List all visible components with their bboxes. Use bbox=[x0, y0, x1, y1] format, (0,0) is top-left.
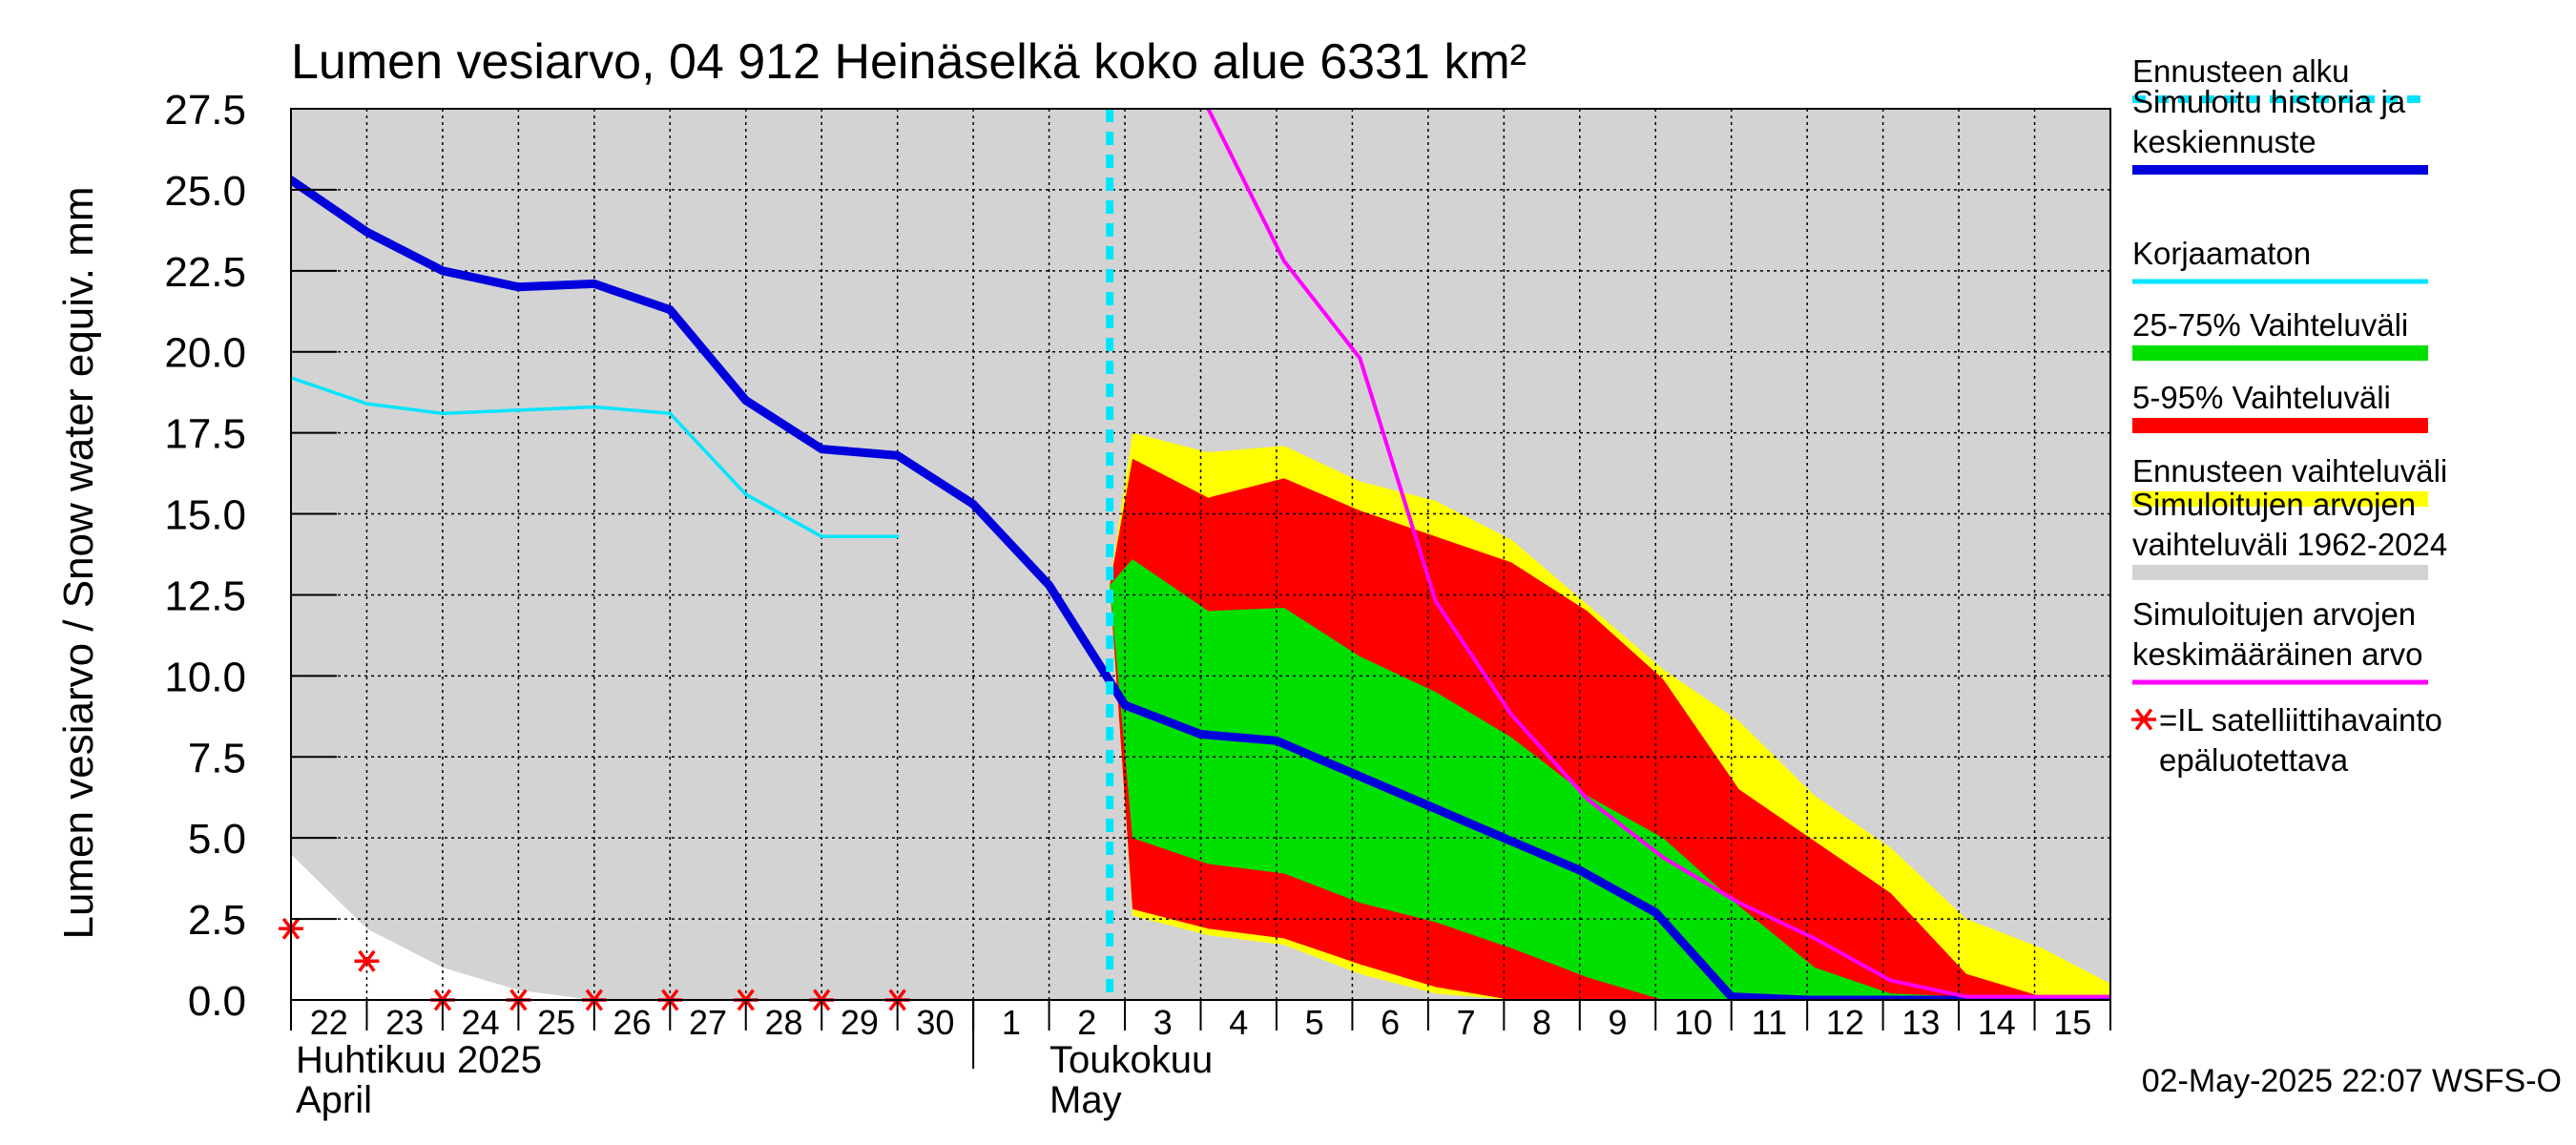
legend-item: =IL satelliittihavainto epäluotettava bbox=[2131, 702, 2442, 778]
legend-label: epäluotettava bbox=[2159, 742, 2349, 778]
legend-star-icon bbox=[2131, 708, 2156, 731]
month-label-april-en: April bbox=[296, 1079, 372, 1121]
series-line-2 bbox=[291, 376, 900, 539]
footer-timestamp: 02-May-2025 22:07 WSFS-O bbox=[2142, 1063, 2562, 1099]
y-tick-label: 10.0 bbox=[164, 654, 246, 700]
y-tick-label: 17.5 bbox=[164, 411, 246, 458]
x-tick-label: 26 bbox=[613, 1003, 652, 1042]
legend-label: Korjaamaton bbox=[2132, 236, 2311, 271]
y-axis-label: Lumen vesiarvo / Snow water equiv. mm bbox=[55, 186, 102, 939]
x-tick-labels: 22 23 24 25 26 27 28 29 30 1 2 3 4 5 6 7 8 9 10 11 12 13 14 15 bbox=[290, 1000, 2111, 1069]
legend-label: Simuloitujen arvojen bbox=[2132, 487, 2416, 522]
satellite-point bbox=[354, 949, 380, 972]
y-tick-label: 5.0 bbox=[188, 816, 246, 863]
y-tick-label: 22.5 bbox=[164, 249, 246, 296]
y-tick-label: 20.0 bbox=[164, 330, 246, 377]
x-tick-label: 14 bbox=[1978, 1003, 2016, 1042]
x-tick-label: 7 bbox=[1457, 1003, 1476, 1042]
y-tick-label: 2.5 bbox=[188, 897, 246, 944]
y-tick-label: 0.0 bbox=[188, 978, 246, 1025]
series-line-1 bbox=[291, 176, 2110, 1000]
legend-swatch bbox=[2132, 491, 2428, 507]
x-tick-label: 5 bbox=[1305, 1003, 1324, 1042]
legend-label: 5-95% Vaihteluväli bbox=[2132, 380, 2391, 415]
x-tick-label: 1 bbox=[1002, 1003, 1021, 1042]
x-tick-label: 6 bbox=[1381, 1003, 1400, 1042]
plot-area bbox=[279, 108, 2111, 1011]
month-label-may-en: May bbox=[1049, 1079, 1122, 1121]
month-label-may-fi: Toukokuu bbox=[1049, 1039, 1213, 1081]
y-tick-label: 12.5 bbox=[164, 572, 246, 619]
legend-swatch bbox=[2132, 418, 2428, 433]
x-tick-label: 24 bbox=[462, 1003, 500, 1042]
legend-item: Korjaamaton bbox=[2132, 236, 2428, 284]
series-line-3 bbox=[1206, 109, 2110, 999]
legend-label: Simuloitu historia ja bbox=[2132, 84, 2406, 119]
x-tick-label: 15 bbox=[2053, 1003, 2091, 1042]
y-tick-labels: 0.0 2.5 5.0 7.5 10.0 12.5 15.0 17.5 20.0 22.5 25.0… bbox=[164, 87, 337, 1025]
legend-label: Simuloitujen arvojen bbox=[2132, 596, 2416, 632]
legend-label: keskiennuste bbox=[2132, 124, 2316, 159]
month-label-april-fi: Huhtikuu 2025 bbox=[296, 1039, 542, 1081]
x-tick-label: 3 bbox=[1153, 1003, 1173, 1042]
plot-content bbox=[291, 109, 2110, 1000]
x-tick-label: 13 bbox=[1901, 1003, 1940, 1042]
legend-item: Simuloitujen arvojen keskimääräinen arvo bbox=[2132, 596, 2428, 685]
legend-item: 5-95% Vaihteluväli bbox=[2132, 380, 2428, 433]
y-tick-label: 27.5 bbox=[164, 87, 246, 134]
legend-swatch bbox=[2132, 345, 2428, 361]
x-tick-label: 29 bbox=[841, 1003, 879, 1042]
legend-label: Ennusteen alku bbox=[2132, 53, 2350, 89]
legend-label: 25-75% Vaihteluväli bbox=[2132, 307, 2408, 343]
x-tick-label: 11 bbox=[1752, 1003, 1787, 1042]
x-tick-label: 23 bbox=[385, 1003, 424, 1042]
legend-item: Simuloitujen arvojen vaihteluväli 1962-20… bbox=[2132, 487, 2447, 580]
x-tick-label: 28 bbox=[764, 1003, 802, 1042]
legend-item: 25-75% Vaihteluväli bbox=[2132, 307, 2428, 361]
legend-item: Ennusteen alku bbox=[2132, 53, 2428, 103]
y-tick-label: 25.0 bbox=[164, 168, 246, 215]
legend-label: Ennusteen vaihteluväli bbox=[2132, 453, 2447, 489]
legend-item: Ennusteen vaihteluväli bbox=[2132, 453, 2447, 507]
x-tick-label: 22 bbox=[310, 1003, 348, 1042]
x-tick-label: 9 bbox=[1609, 1003, 1628, 1042]
legend-label: =IL satelliittihavainto bbox=[2159, 702, 2442, 738]
x-tick-label: 12 bbox=[1826, 1003, 1864, 1042]
x-tick-label: 8 bbox=[1532, 1003, 1551, 1042]
legend-item: Simuloitu historia ja keskiennuste bbox=[2132, 84, 2428, 175]
x-tick-label: 25 bbox=[537, 1003, 575, 1042]
legend-label: keskimääräinen arvo bbox=[2132, 636, 2422, 672]
x-tick-label: 10 bbox=[1674, 1003, 1713, 1042]
legend-swatch bbox=[2132, 565, 2428, 580]
y-tick-label: 7.5 bbox=[188, 735, 246, 781]
p25-75-band bbox=[1110, 559, 2110, 1000]
x-tick-label: 30 bbox=[916, 1003, 954, 1042]
x-tick-label: 2 bbox=[1077, 1003, 1096, 1042]
x-tick-label: 27 bbox=[689, 1003, 727, 1042]
x-tick-label: 4 bbox=[1229, 1003, 1248, 1042]
chart-title: Lumen vesiarvo, 04 912 Heinäselkä koko a… bbox=[291, 34, 1527, 90]
y-tick-label: 15.0 bbox=[164, 492, 246, 539]
legend-label: vaihteluväli 1962-2024 bbox=[2132, 527, 2447, 562]
